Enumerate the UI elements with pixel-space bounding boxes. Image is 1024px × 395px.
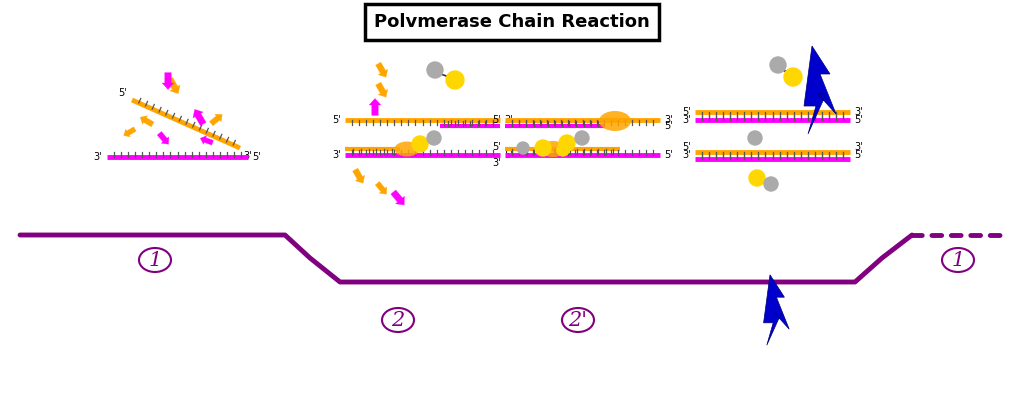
Text: 1: 1: [951, 250, 965, 269]
Circle shape: [535, 140, 551, 156]
Polygon shape: [193, 109, 206, 126]
Text: 5': 5': [682, 142, 691, 152]
Text: 3': 3': [682, 115, 691, 125]
Polygon shape: [124, 127, 136, 137]
Polygon shape: [391, 190, 404, 205]
Text: 2': 2': [568, 310, 588, 329]
Ellipse shape: [382, 308, 414, 332]
Polygon shape: [352, 168, 365, 183]
Text: 5': 5': [504, 150, 513, 160]
Text: 5': 5': [664, 150, 673, 160]
Text: 3': 3': [493, 158, 501, 168]
Text: 2: 2: [391, 310, 404, 329]
Circle shape: [412, 136, 428, 152]
Circle shape: [784, 68, 802, 86]
Text: 1: 1: [148, 250, 162, 269]
Text: 3': 3': [682, 150, 691, 160]
Text: 3': 3': [93, 152, 102, 162]
Polygon shape: [804, 46, 836, 134]
Text: 3': 3': [854, 107, 862, 117]
Ellipse shape: [139, 248, 171, 272]
Text: Polvmerase Chain Reaction: Polvmerase Chain Reaction: [374, 13, 650, 31]
Text: 5': 5': [493, 115, 501, 125]
Text: 5': 5': [493, 142, 501, 152]
Text: 3': 3': [504, 115, 513, 125]
Ellipse shape: [539, 141, 567, 157]
Polygon shape: [764, 275, 790, 345]
Text: 5': 5': [854, 115, 863, 125]
Circle shape: [749, 170, 765, 186]
Text: 3': 3': [243, 151, 252, 161]
Polygon shape: [376, 82, 388, 97]
Polygon shape: [210, 114, 222, 126]
Polygon shape: [140, 116, 154, 127]
Circle shape: [557, 144, 569, 156]
Text: 3': 3': [333, 150, 341, 160]
Circle shape: [559, 135, 575, 151]
Circle shape: [764, 177, 778, 191]
Text: 5': 5': [664, 121, 673, 131]
Text: 5': 5': [682, 107, 691, 117]
Circle shape: [427, 131, 441, 145]
Circle shape: [517, 142, 529, 154]
Text: 3': 3': [854, 142, 862, 152]
Polygon shape: [369, 98, 381, 115]
Ellipse shape: [394, 141, 420, 156]
Ellipse shape: [942, 248, 974, 272]
Circle shape: [446, 71, 464, 89]
Circle shape: [575, 131, 589, 145]
Text: 5': 5': [118, 88, 127, 98]
Circle shape: [748, 131, 762, 145]
Text: 5': 5': [252, 152, 261, 162]
Polygon shape: [158, 132, 169, 144]
Polygon shape: [375, 181, 387, 194]
Polygon shape: [162, 73, 174, 90]
Polygon shape: [167, 77, 180, 94]
Polygon shape: [376, 62, 388, 77]
Text: 5': 5': [854, 150, 863, 160]
Text: 3': 3': [664, 115, 673, 125]
Circle shape: [427, 62, 443, 78]
Text: 5': 5': [332, 115, 341, 125]
Circle shape: [770, 57, 786, 73]
Polygon shape: [201, 136, 213, 145]
Ellipse shape: [562, 308, 594, 332]
Ellipse shape: [599, 111, 631, 131]
